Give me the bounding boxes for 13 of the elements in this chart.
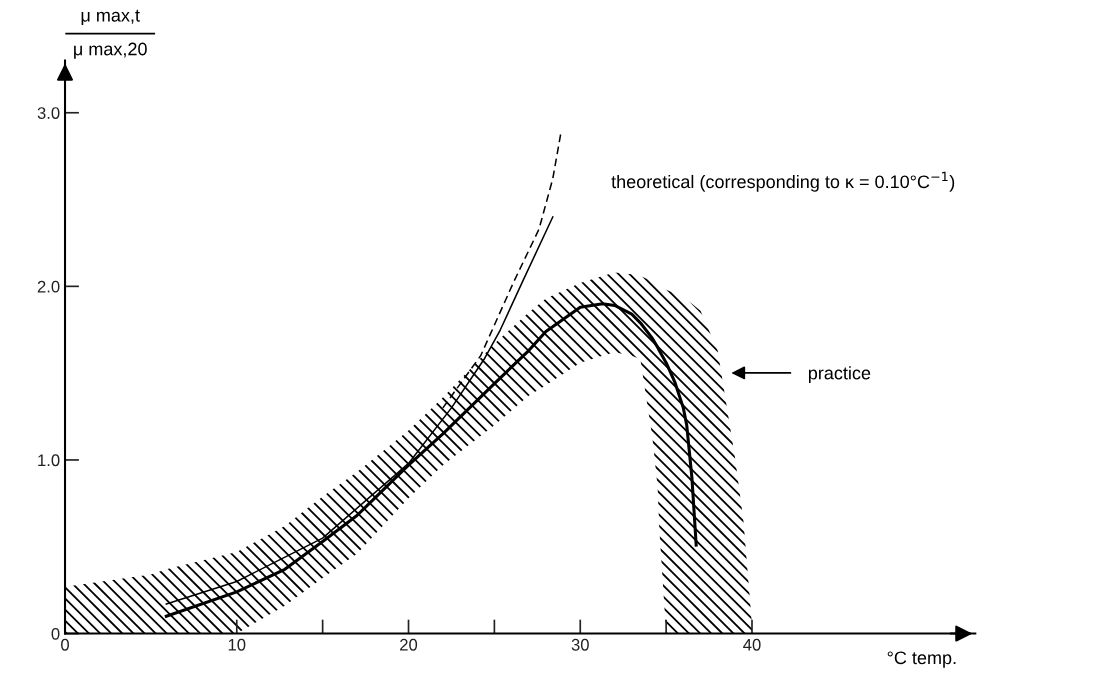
y-tick-label: 2.0: [37, 280, 60, 293]
x-tick-label: 30: [571, 638, 589, 651]
y-tick-label: 0: [51, 627, 60, 640]
text: theoretical (corresponding to κ = 0.10°C$^{−1}$): [611, 171, 955, 192]
x-tick-label: 10: [228, 638, 246, 651]
y-axis-title: μ max,t μ max,20: [74, 9, 147, 59]
x-tick-label: 20: [400, 638, 418, 651]
x-tick-label: 0: [61, 638, 69, 651]
y-tick-label: 3.0: [37, 107, 60, 119]
x-axis-title: °C temp.: [887, 651, 956, 668]
x-tick-label: 40: [743, 638, 761, 651]
y-tick-label: 1.0: [38, 454, 60, 467]
annotation: practice: [808, 366, 871, 384]
